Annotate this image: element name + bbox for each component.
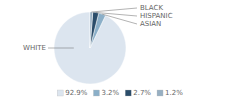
slice-label: ASIAN — [140, 20, 161, 28]
leader-line — [48, 48, 74, 49]
leader-line — [91, 8, 137, 12]
chart: BLACKHISPANICASIAN WHITE 92.9% 3.2% 2.7% 1.2% — [0, 0, 240, 100]
legend-swatch — [57, 90, 63, 96]
legend-label: 1.2% — [165, 89, 183, 97]
leader-line — [102, 14, 137, 24]
legend-swatch — [93, 90, 99, 96]
slice-label: BLACK — [140, 4, 163, 12]
legend-item: 2.7% — [125, 89, 151, 97]
leader-line — [96, 12, 137, 16]
legend-label: 2.7% — [133, 89, 151, 97]
slice-labels: BLACKHISPANICASIAN WHITE — [23, 4, 173, 52]
legend-swatch — [125, 90, 131, 96]
slice-label: WHITE — [23, 44, 46, 52]
legend-item: 3.2% — [93, 89, 119, 97]
legend-label: 3.2% — [101, 89, 119, 97]
legend-label: 92.9% — [65, 89, 88, 97]
legend-swatch — [157, 90, 163, 96]
slice-label: HISPANIC — [140, 12, 173, 20]
legend: 92.9% 3.2% 2.7% 1.2% — [57, 89, 183, 97]
pie-slice — [90, 12, 93, 48]
legend-item: 1.2% — [157, 89, 183, 97]
legend-item: 92.9% — [57, 89, 88, 97]
pie-slice — [90, 12, 99, 48]
